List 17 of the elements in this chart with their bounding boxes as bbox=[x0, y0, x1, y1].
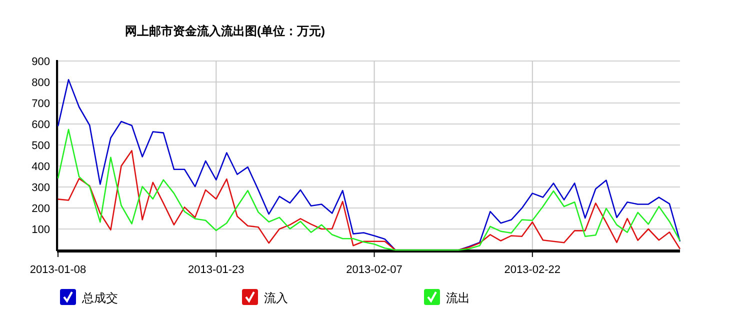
y-tick-label: 700 bbox=[32, 98, 50, 110]
y-tick-label: 900 bbox=[32, 56, 50, 68]
y-tick-label: 200 bbox=[32, 203, 50, 215]
chart-title: 网上邮市资金流入流出图(单位：万元) bbox=[125, 24, 325, 38]
y-tick-label: 600 bbox=[32, 119, 50, 131]
y-tick-label: 100 bbox=[32, 224, 50, 236]
legend-label: 流入 bbox=[264, 291, 288, 305]
y-tick-label: 800 bbox=[32, 77, 50, 89]
y-tick-label: 500 bbox=[32, 140, 50, 152]
legend-label: 流出 bbox=[446, 291, 470, 305]
legend-label: 总成交 bbox=[81, 291, 118, 305]
x-tick-label: 2013-02-07 bbox=[346, 264, 402, 276]
y-tick-label: 300 bbox=[32, 182, 50, 194]
x-tick-label: 2013-01-23 bbox=[188, 264, 244, 276]
y-tick-label: 400 bbox=[32, 161, 50, 173]
x-tick-label: 2013-02-22 bbox=[504, 264, 561, 276]
x-tick-label: 2013-01-08 bbox=[30, 264, 86, 276]
